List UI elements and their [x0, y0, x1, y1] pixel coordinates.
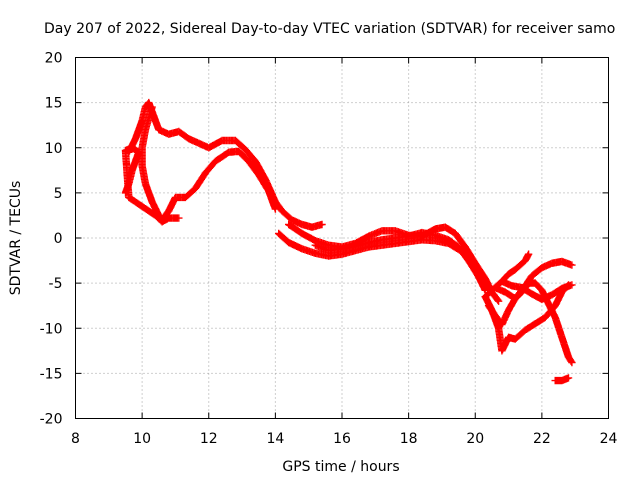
y-axis-label: SDTVAR / TECUs: [8, 181, 24, 296]
data-series: [275, 229, 503, 305]
plus-markers: [275, 229, 503, 305]
y-tick-label: 10: [45, 141, 63, 157]
data-marks: [121, 98, 576, 385]
data-series: [311, 228, 489, 294]
y-tick-label: -15: [40, 366, 63, 382]
y-tick-label: -20: [40, 412, 63, 428]
x-tick-label: 14: [266, 431, 284, 447]
chart-title: Day 207 of 2022, Sidereal Day-to-day VTE…: [44, 21, 615, 37]
data-series: [551, 374, 573, 385]
y-tick-label: -10: [40, 321, 63, 337]
data-series: [121, 144, 183, 226]
plus-markers: [121, 144, 183, 226]
y-tick-label: 20: [45, 51, 63, 67]
x-tick-label: 22: [533, 431, 551, 447]
x-tick-label: 24: [600, 431, 618, 447]
plus-markers: [138, 103, 280, 224]
data-series: [498, 277, 576, 304]
x-tick-label: 10: [133, 431, 151, 447]
x-tick-label: 20: [466, 431, 484, 447]
x-tick-label: 18: [400, 431, 418, 447]
y-tick-label: -5: [49, 276, 63, 292]
plus-markers: [311, 228, 489, 294]
y-tick-label: 15: [45, 96, 63, 112]
x-tick-label: 8: [71, 431, 80, 447]
y-tick-label: 5: [54, 186, 63, 202]
plus-markers: [491, 279, 576, 367]
plot-frame: [75, 57, 609, 419]
plus-markers: [551, 374, 573, 385]
x-axis-label: GPS time / hours: [282, 459, 399, 475]
y-tick-labels: 20 15 10 5 0 -5 -10 -15 -20: [40, 51, 63, 428]
y-tick-label: 0: [54, 231, 63, 247]
x-tick-label: 16: [333, 431, 351, 447]
x-tick-label: 12: [200, 431, 218, 447]
data-series: [491, 279, 576, 367]
x-tick-labels: 8 10 12 14 16 18 20 22 24: [71, 431, 617, 447]
data-series: [138, 103, 280, 224]
plus-markers: [498, 277, 576, 304]
